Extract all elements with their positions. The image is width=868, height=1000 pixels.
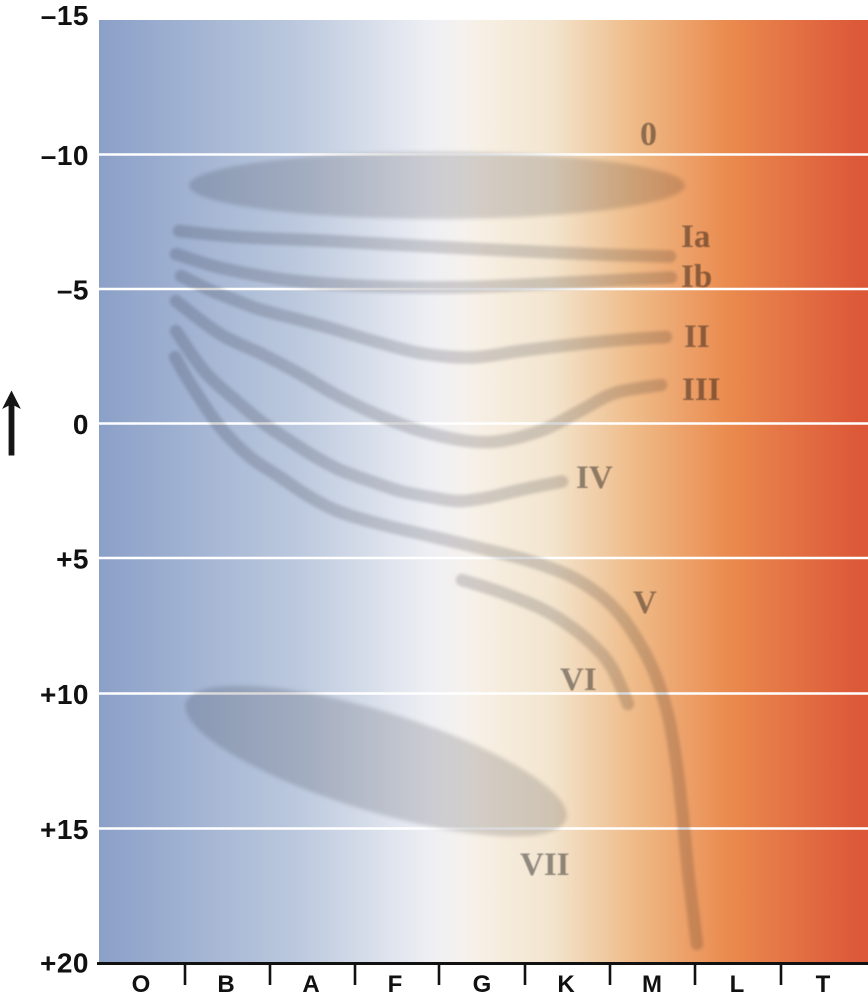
- svg-text:III: III: [682, 372, 721, 408]
- svg-text:V: V: [633, 585, 657, 621]
- svg-text:–10: –10: [41, 140, 89, 171]
- svg-text:O: O: [132, 971, 151, 998]
- svg-text:B: B: [217, 971, 234, 998]
- svg-text:G: G: [473, 971, 492, 998]
- svg-text:0: 0: [73, 409, 89, 440]
- svg-text:+20: +20: [40, 948, 89, 979]
- svg-text:Ia: Ia: [681, 219, 710, 255]
- svg-text:Ib: Ib: [681, 259, 712, 295]
- svg-text:0: 0: [640, 116, 657, 153]
- svg-text:IV: IV: [576, 460, 613, 496]
- svg-text:VII: VII: [520, 847, 570, 883]
- svg-text:–15: –15: [41, 0, 89, 31]
- svg-text:+5: +5: [56, 544, 89, 575]
- svg-text:T: T: [816, 971, 831, 998]
- svg-text:VI: VI: [560, 662, 597, 698]
- svg-text:M: M: [642, 971, 662, 998]
- svg-text:L: L: [730, 971, 745, 998]
- svg-text:–5: –5: [57, 275, 89, 306]
- svg-text:K: K: [557, 971, 575, 998]
- svg-text:+10: +10: [40, 679, 89, 710]
- svg-text:F: F: [388, 971, 403, 998]
- svg-text:A: A: [302, 971, 319, 998]
- svg-text:+15: +15: [40, 814, 89, 845]
- svg-text:II: II: [684, 319, 710, 355]
